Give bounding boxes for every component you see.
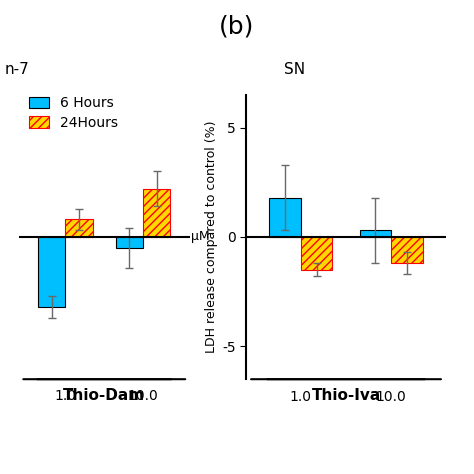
Bar [38, 237, 65, 307]
Text: SN: SN [284, 62, 306, 77]
Text: Thio-Dam: Thio-Dam [63, 388, 146, 403]
Text: Thio-Iva: Thio-Iva [311, 388, 381, 403]
Bar [116, 237, 143, 248]
Bar [301, 237, 332, 270]
Y-axis label: LDH release compared to control (%): LDH release compared to control (%) [205, 121, 218, 353]
Bar [269, 198, 301, 237]
Bar [65, 219, 92, 237]
Legend: 6 Hours, 24Hours: 6 Hours, 24Hours [29, 96, 118, 129]
Bar [391, 237, 423, 263]
Text: n-7: n-7 [5, 62, 29, 77]
Text: (b): (b) [219, 14, 255, 38]
Bar [360, 230, 391, 237]
Bar [143, 189, 170, 237]
Text: μM: μM [191, 230, 210, 244]
